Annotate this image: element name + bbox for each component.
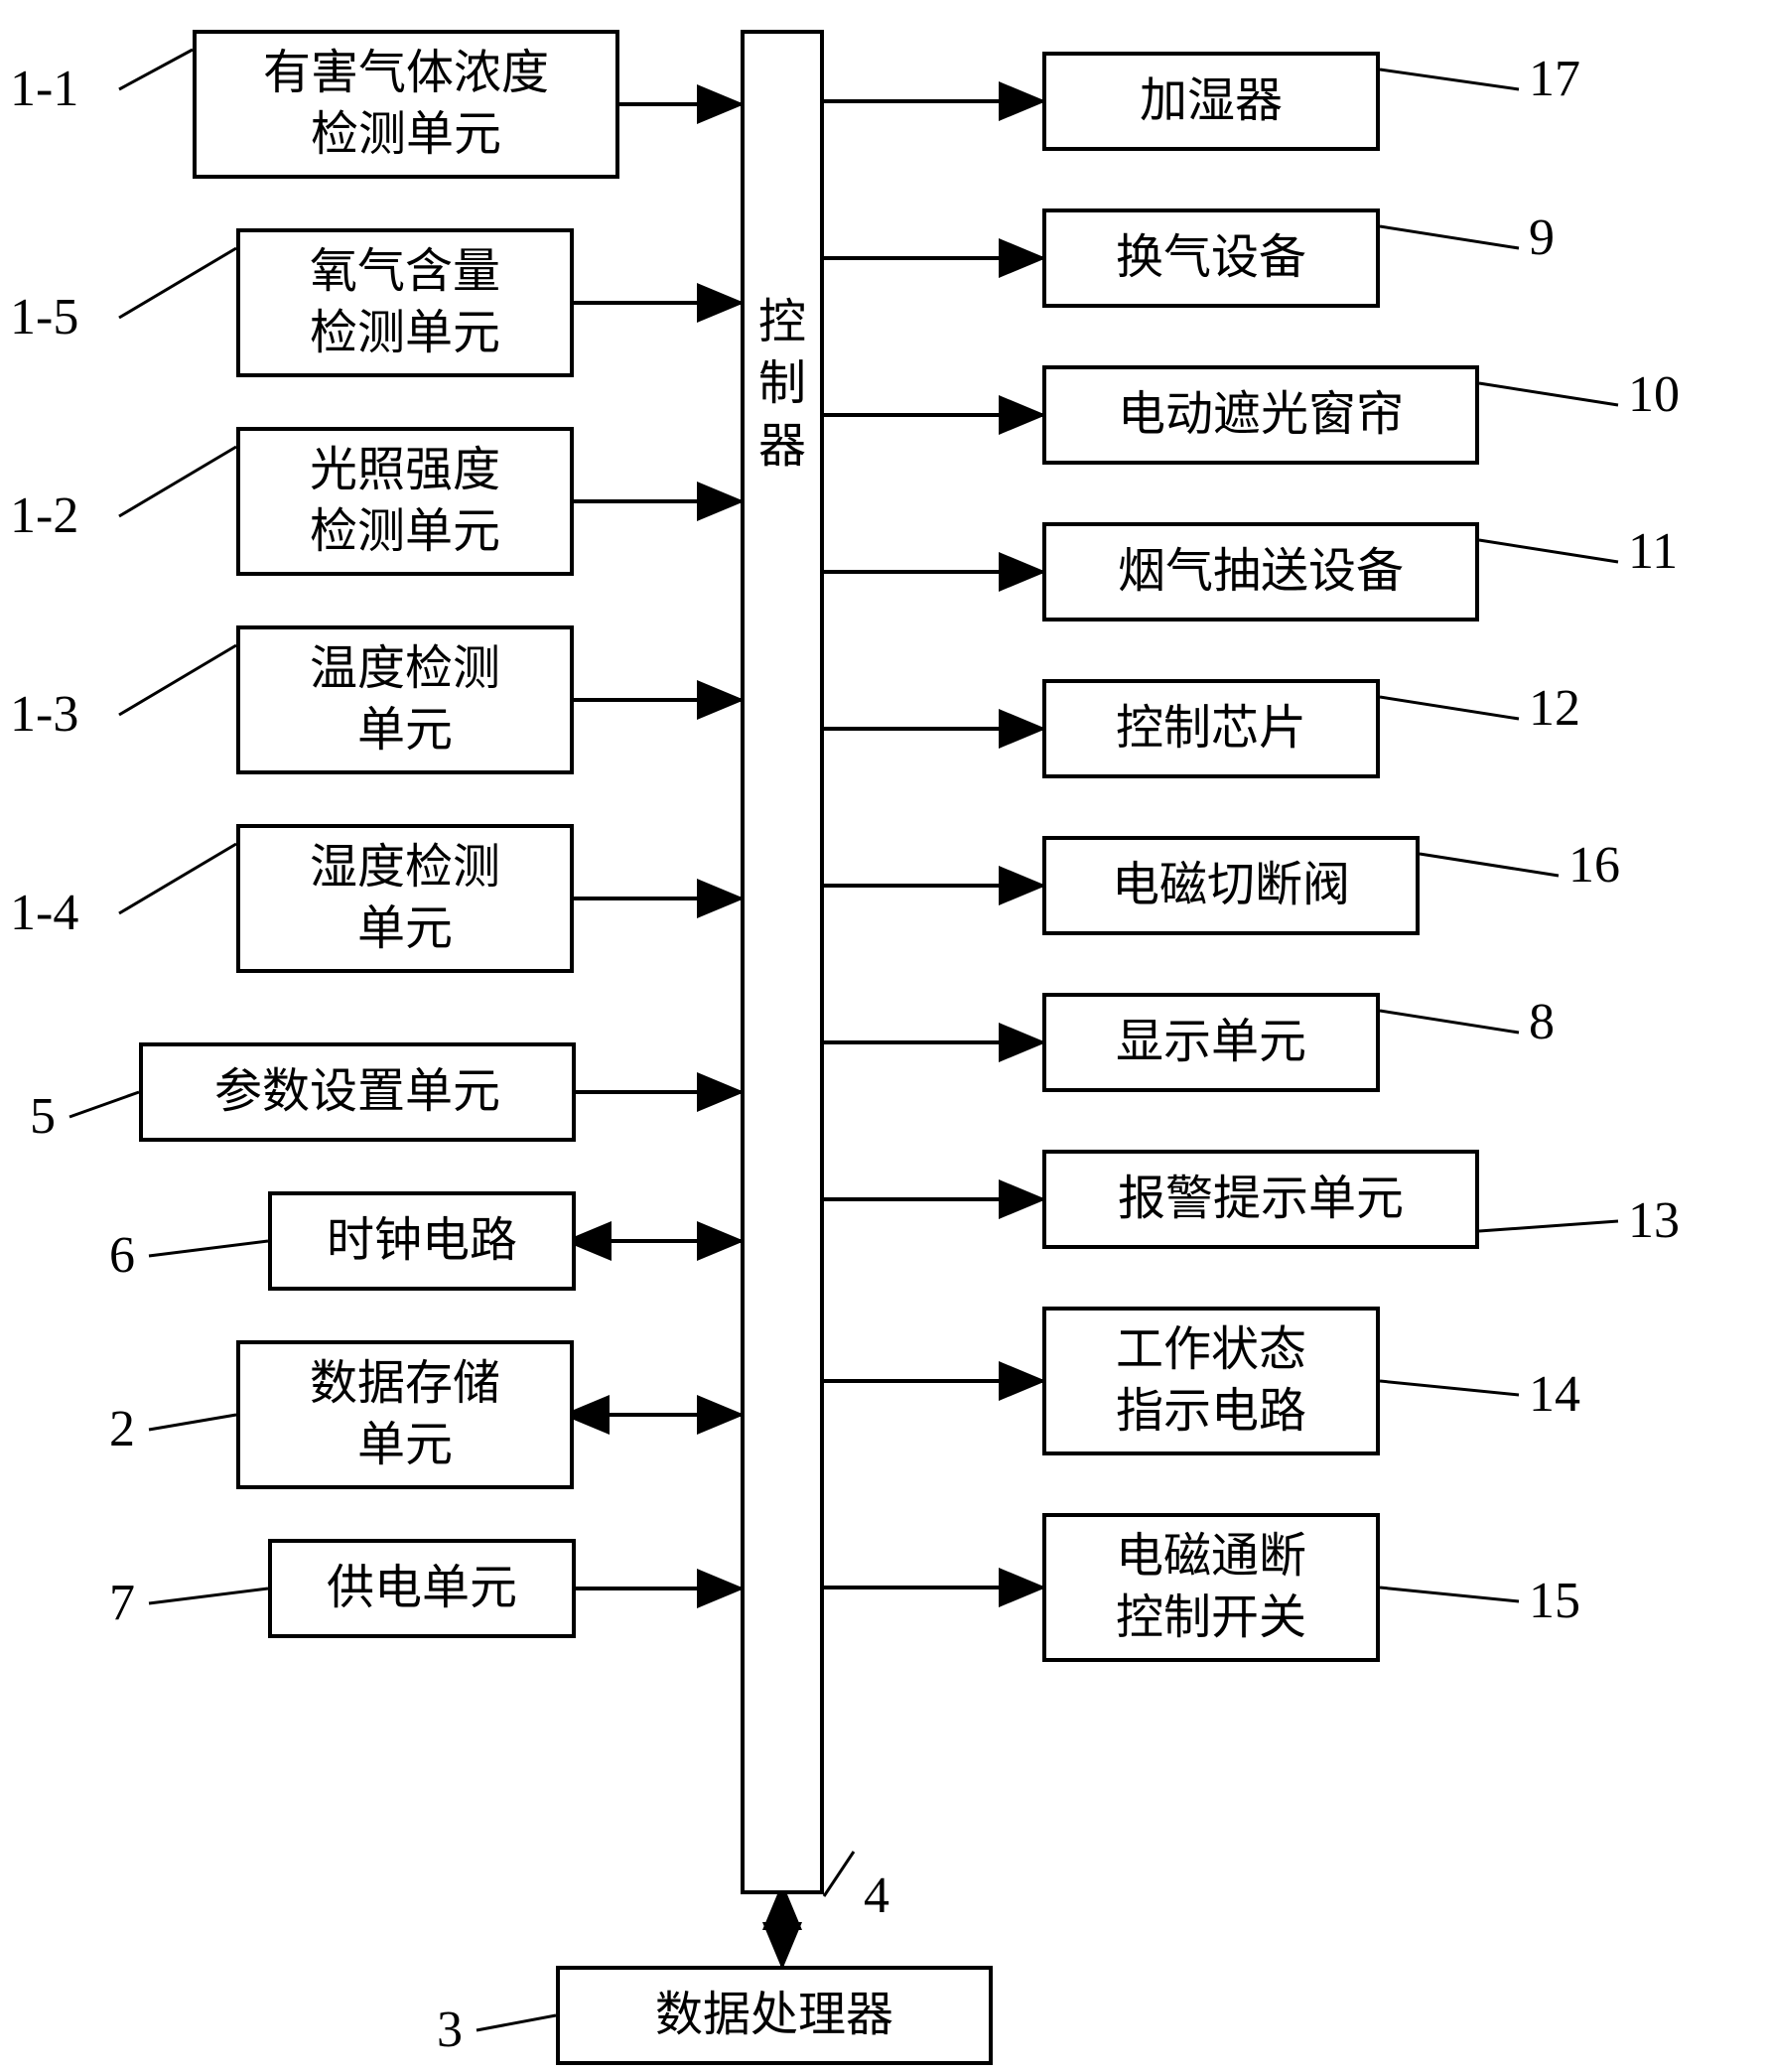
block-15: 电磁通断控制开关 (1042, 1513, 1380, 1662)
block-8: 显示单元 (1042, 993, 1380, 1092)
block-17: 加湿器 (1042, 52, 1380, 151)
block-12: 控制芯片 (1042, 679, 1380, 778)
controller-box: 控制器 (741, 30, 824, 1894)
block-3: 数据处理器 (556, 1966, 993, 2065)
block-1-2: 光照强度检测单元 (236, 427, 574, 576)
block-6: 时钟电路 (268, 1191, 576, 1291)
ref-label-1-5: 1-5 (10, 288, 78, 346)
ref-label-10: 10 (1628, 365, 1680, 424)
ref-label-5: 5 (30, 1087, 56, 1146)
block-1-3: 温度检测单元 (236, 625, 574, 774)
block-16: 电磁切断阀 (1042, 836, 1420, 935)
block-11: 烟气抽送设备 (1042, 522, 1479, 622)
ref-label-1-2: 1-2 (10, 486, 78, 545)
block-13: 报警提示单元 (1042, 1150, 1479, 1249)
ref-label-16: 16 (1568, 836, 1620, 895)
block-1-4: 湿度检测单元 (236, 824, 574, 973)
ref-label-1-1: 1-1 (10, 60, 78, 118)
ref-label-6: 6 (109, 1226, 135, 1285)
block-10: 电动遮光窗帘 (1042, 365, 1479, 465)
ref-label-1-4: 1-4 (10, 884, 78, 942)
block-1-5: 氧气含量检测单元 (236, 228, 574, 377)
ref-label-13: 13 (1628, 1191, 1680, 1250)
ref-label-1-3: 1-3 (10, 685, 78, 744)
ref-label-8: 8 (1529, 993, 1555, 1051)
ref-label-9: 9 (1529, 208, 1555, 267)
ref-label-7: 7 (109, 1574, 135, 1632)
block-5: 参数设置单元 (139, 1042, 576, 1142)
block-1-1: 有害气体浓度检测单元 (193, 30, 619, 179)
ref-label-12: 12 (1529, 679, 1580, 738)
ref-label-4: 4 (864, 1866, 889, 1925)
ref-label-17: 17 (1529, 50, 1580, 108)
block-7: 供电单元 (268, 1539, 576, 1638)
ref-label-15: 15 (1529, 1572, 1580, 1630)
block-2: 数据存储单元 (236, 1340, 574, 1489)
ref-label-11: 11 (1628, 522, 1678, 581)
ref-label-2: 2 (109, 1400, 135, 1458)
block-9: 换气设备 (1042, 208, 1380, 308)
block-14: 工作状态指示电路 (1042, 1307, 1380, 1455)
ref-label-3: 3 (437, 2001, 463, 2059)
ref-label-14: 14 (1529, 1365, 1580, 1424)
